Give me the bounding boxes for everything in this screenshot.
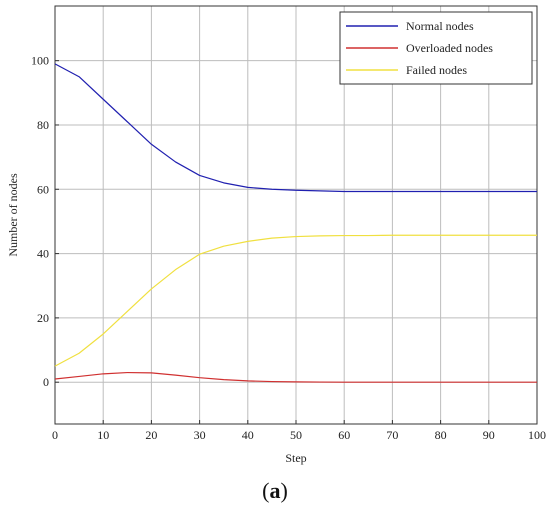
x-tick-label: 10: [97, 428, 109, 442]
y-tick-label: 60: [37, 182, 49, 196]
y-tick-label: 0: [43, 375, 49, 389]
panel-label: (a): [0, 478, 550, 504]
x-tick-label: 90: [483, 428, 495, 442]
y-axis-label: Number of nodes: [6, 173, 20, 257]
series-line-0: [54, 63, 537, 193]
panel-label-close: ): [280, 478, 288, 503]
y-tick-label: 40: [37, 247, 49, 261]
x-tick-label: 30: [194, 428, 206, 442]
panel-label-letter: a: [269, 478, 281, 503]
x-axis-label: Step: [285, 451, 306, 465]
y-tick-label: 20: [37, 311, 49, 325]
axis-ticks: 0 10 20 30 40 50 60 70 80 90 100 0 20 40 60 80 100: [31, 54, 546, 442]
legend-label: Overloaded nodes: [406, 41, 493, 55]
series-line-1: [54, 371, 537, 383]
y-tick-label: 100: [31, 54, 49, 68]
panel-label-open: (: [262, 478, 270, 503]
series-lines: [54, 63, 537, 383]
x-tick-label: 100: [528, 428, 546, 442]
x-tick-label: 40: [242, 428, 254, 442]
x-tick-label: 60: [338, 428, 350, 442]
legend-label: Normal nodes: [406, 19, 474, 33]
x-tick-label: 20: [145, 428, 157, 442]
x-tick-label: 50: [290, 428, 302, 442]
x-tick-label: 80: [435, 428, 447, 442]
x-tick-label: 0: [52, 428, 58, 442]
series-line-2: [54, 234, 537, 367]
legend: Normal nodes Overloaded nodes Failed nodes: [339, 11, 533, 85]
y-tick-label: 80: [37, 118, 49, 132]
x-tick-label: 70: [386, 428, 398, 442]
legend-label: Failed nodes: [406, 63, 467, 77]
